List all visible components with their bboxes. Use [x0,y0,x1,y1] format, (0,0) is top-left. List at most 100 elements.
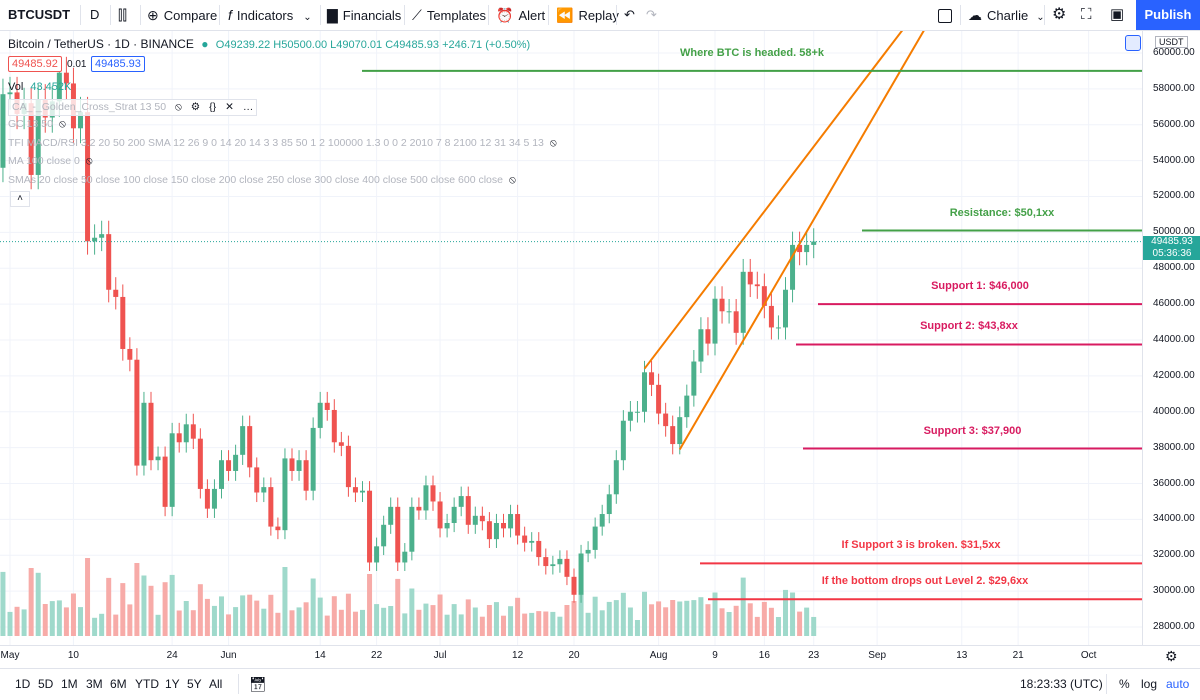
chevron-up-icon: ˄ [17,193,23,204]
candle-body [324,402,330,410]
candle-body [663,413,669,427]
fullscreen-button[interactable]: ⛶ [1081,0,1092,30]
replay-button[interactable]: ⏪ Replay [556,0,619,30]
sell-price-box[interactable]: 49485.92 [8,56,62,72]
more-icon[interactable]: … [242,101,254,113]
candle-body [754,284,760,287]
range-all[interactable]: All [209,677,223,691]
candle-body [416,506,422,511]
time-axis[interactable]: May 10 24 Jun 14 22 Jul 12 20 Aug 9 16 23 Sep 13 21 Oct … [0,645,1200,668]
settings-button[interactable]: ⚙ [1052,0,1066,30]
indicator-row[interactable]: TFI MACD/RSI 3.2 20 50 200 SMA 12 26 9 0… [8,137,557,150]
volume-bar [360,609,365,636]
snapshot-button[interactable]: ▣ [1110,0,1124,30]
currency-label[interactable]: USDT [1155,36,1188,48]
source-code-icon[interactable]: {} [209,101,217,113]
redo-button[interactable]: ↷ [646,0,657,30]
goto-date-button[interactable]: 📅︎ [249,669,267,700]
volume-bar [254,600,260,636]
range-5y[interactable]: 5Y [187,677,202,691]
bottom-toolbar: 1D 5D 1M 3M 6M YTD 1Y 5Y All 📅︎ 18:23:33… [0,668,1200,700]
candle-body [458,496,464,507]
publish-button[interactable]: Publish [1136,0,1200,30]
indicator-row[interactable]: SMAs 20 close 50 close 100 close 150 clo… [8,174,516,187]
eye-slash-icon[interactable]: ⦸ [175,101,182,113]
candle-body [360,490,365,493]
range-5d[interactable]: 5D [38,677,54,691]
range-3m[interactable]: 3M [86,677,103,691]
range-1d[interactable]: 1D [15,677,31,691]
clock-time[interactable]: 18:23:33 (UTC) [1020,677,1103,691]
compare-button[interactable]: ⊕ Compare [147,0,217,30]
candle-body [317,402,323,428]
chart-pane[interactable]: Bitcoin / TetherUS · 1D · BINANCE ● O492… [0,31,1142,645]
candle-body [465,496,471,525]
financials-button[interactable]: ▇ Financials [327,0,401,30]
toolbar-divider [488,5,489,25]
percent-toggle[interactable]: % [1119,677,1130,691]
volume-bar [70,593,76,636]
volume-bar [388,606,394,636]
alert-button[interactable]: ⏰ Alert [496,0,545,30]
interval-button[interactable]: D [90,0,99,30]
eye-slash-icon[interactable]: ⦸ [508,174,516,186]
volume-bar [282,567,288,636]
candle-body [747,271,753,285]
range-1y[interactable]: 1Y [165,677,180,691]
candle-body [381,524,387,547]
volume-bar [804,607,810,636]
user-menu-button[interactable]: ☁ Charlie ⌄ [968,0,1045,30]
candle-body [649,372,655,385]
last-price-label: 49485.93 05:36:36 [1143,235,1200,260]
candle-body [656,384,662,414]
volume-bar [522,613,528,636]
templates-button[interactable]: ⟋ Templates [412,0,486,30]
object-tree-icon[interactable] [1125,35,1141,51]
volume-bar [14,606,20,636]
auto-scale-toggle[interactable]: auto [1166,677,1190,691]
volume-bar [190,610,196,636]
eye-slash-icon[interactable]: ⦸ [549,137,557,149]
candle-body [155,456,161,461]
indicator-row[interactable]: CA_-_Golden_Cross_Strat 13 50 ⦸ ⚙ {} ✕ … [8,99,258,116]
time-tick-label: 13 [956,650,968,661]
time-tick-label: 23 [808,650,820,661]
eye-slash-icon[interactable]: ⦸ [85,155,93,167]
price-tick-label: 40000.00 [1153,405,1195,417]
candle-body [790,244,796,290]
collapse-legend-button[interactable]: ˄ [10,191,30,207]
buy-price-box[interactable]: 49485.93 [91,56,145,72]
candle-body [190,424,196,439]
symbol-title: Bitcoin / TetherUS · 1D · BINANCE [8,37,194,51]
range-ytd[interactable]: YTD [135,677,159,691]
indicator-row[interactable]: GC 13 50 ⦸ [8,118,66,131]
candle-body [698,329,704,362]
chart-canvas[interactable] [0,31,1142,645]
price-axis[interactable]: USDT 60000.00 58000.00 56000.00 54000.00 520… [1142,31,1200,645]
axis-settings-button[interactable]: ⚙ [1165,648,1178,665]
log-toggle[interactable]: log [1141,677,1158,691]
candle-body [606,494,612,515]
toolbar-divider [238,674,239,694]
volume-bar [458,614,464,636]
indicator-row[interactable]: MA 100 close 0 ⦸ [8,155,93,168]
layout-button[interactable] [938,0,952,30]
range-6m[interactable]: 6M [110,677,127,691]
volume-bar [268,594,274,636]
close-icon[interactable]: ✕ [225,101,234,113]
indicators-button[interactable]: f Indicators ⌄ [228,0,312,30]
volume-bar [204,598,210,636]
chart-type-button[interactable]: ⫿⫿ [118,0,132,30]
range-1m[interactable]: 1M [61,677,78,691]
time-tick-label: Sep [868,650,887,661]
volume-bar [627,607,633,636]
candle-body [268,487,274,527]
eye-slash-icon[interactable]: ⦸ [58,118,66,130]
volume-bar [134,563,140,636]
settings-icon[interactable]: ⚙ [190,101,201,113]
undo-button[interactable]: ↶ [624,0,635,30]
candle-body [493,523,499,540]
volume-bar [219,596,224,636]
symbol-search-button[interactable]: BTCUSDT [8,0,70,30]
volume-bar [127,604,133,636]
